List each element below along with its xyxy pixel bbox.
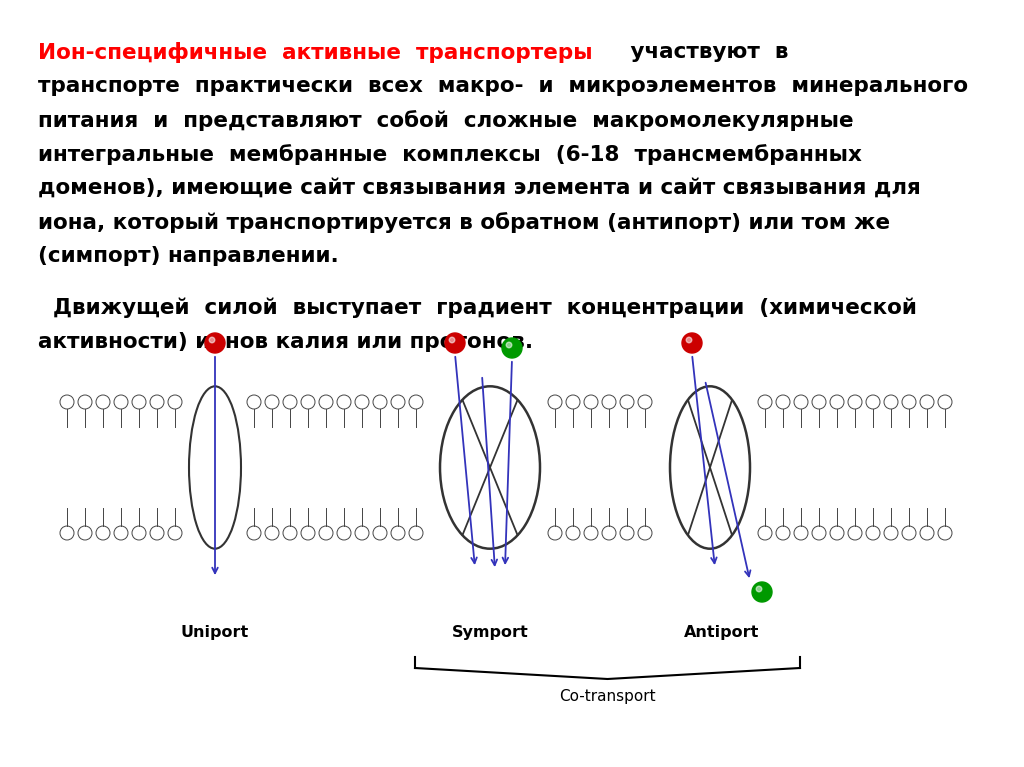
Circle shape [920, 395, 934, 409]
Circle shape [409, 395, 423, 409]
Circle shape [566, 395, 580, 409]
Circle shape [355, 395, 369, 409]
Circle shape [682, 333, 702, 353]
Circle shape [756, 586, 762, 592]
Circle shape [391, 526, 406, 540]
Circle shape [620, 395, 634, 409]
Circle shape [319, 526, 333, 540]
Circle shape [319, 395, 333, 409]
Text: Antiport: Antiport [684, 625, 760, 640]
Circle shape [776, 395, 790, 409]
Circle shape [301, 395, 315, 409]
Circle shape [265, 526, 279, 540]
Text: доменов), имеющие сайт связывания элемента и сайт связывания для: доменов), имеющие сайт связывания элемен… [38, 178, 921, 198]
Circle shape [247, 395, 261, 409]
Circle shape [373, 395, 387, 409]
Circle shape [638, 526, 652, 540]
Circle shape [60, 526, 74, 540]
Text: (симпорт) направлении.: (симпорт) направлении. [38, 246, 339, 266]
Text: питания  и  представляют  собой  сложные  макромолекулярные: питания и представляют собой сложные мак… [38, 110, 854, 131]
Text: иона, который транспортируется в обратном (антипорт) или том же: иона, который транспортируется в обратно… [38, 212, 890, 233]
Circle shape [283, 526, 297, 540]
Circle shape [830, 395, 844, 409]
Text: Движущей  силой  выступает  градиент  концентрации  (химической: Движущей силой выступает градиент концен… [38, 298, 916, 318]
Circle shape [391, 395, 406, 409]
Ellipse shape [440, 387, 540, 548]
Text: Symport: Symport [452, 625, 528, 640]
Circle shape [265, 395, 279, 409]
Circle shape [96, 395, 110, 409]
Circle shape [884, 395, 898, 409]
Text: Uniport: Uniport [181, 625, 249, 640]
Circle shape [445, 333, 465, 353]
Circle shape [884, 526, 898, 540]
Circle shape [78, 395, 92, 409]
Circle shape [638, 395, 652, 409]
Circle shape [794, 526, 808, 540]
Circle shape [602, 526, 616, 540]
Circle shape [506, 342, 512, 347]
Circle shape [584, 526, 598, 540]
Circle shape [373, 526, 387, 540]
Circle shape [794, 395, 808, 409]
Circle shape [548, 526, 562, 540]
Text: интегральные  мембранные  комплексы  (6-18  трансмембранных: интегральные мембранные комплексы (6-18 … [38, 144, 862, 165]
Text: участвуют  в: участвуют в [623, 42, 788, 62]
Circle shape [337, 526, 351, 540]
Circle shape [776, 526, 790, 540]
Circle shape [205, 333, 225, 353]
Circle shape [150, 526, 164, 540]
Circle shape [584, 395, 598, 409]
Circle shape [686, 337, 692, 343]
Circle shape [830, 526, 844, 540]
Circle shape [247, 526, 261, 540]
Text: Ион-специфичные  активные  транспортеры: Ион-специфичные активные транспортеры [38, 42, 593, 63]
Circle shape [758, 526, 772, 540]
Circle shape [168, 395, 182, 409]
Circle shape [866, 395, 880, 409]
Circle shape [920, 526, 934, 540]
Circle shape [502, 338, 522, 358]
Circle shape [566, 526, 580, 540]
Circle shape [548, 395, 562, 409]
Circle shape [409, 526, 423, 540]
Ellipse shape [670, 387, 750, 548]
Circle shape [60, 395, 74, 409]
Text: активности) ионов калия или протонов.: активности) ионов калия или протонов. [38, 332, 534, 352]
Circle shape [114, 395, 128, 409]
Circle shape [96, 526, 110, 540]
Circle shape [337, 395, 351, 409]
Circle shape [168, 526, 182, 540]
Circle shape [78, 526, 92, 540]
Circle shape [283, 395, 297, 409]
Circle shape [902, 395, 916, 409]
Circle shape [938, 395, 952, 409]
Circle shape [758, 395, 772, 409]
Circle shape [150, 395, 164, 409]
Text: транспорте  практически  всех  макро-  и  микроэлементов  минерального: транспорте практически всех макро- и мик… [38, 76, 968, 96]
Circle shape [812, 395, 826, 409]
Ellipse shape [189, 387, 241, 548]
Circle shape [866, 526, 880, 540]
Circle shape [450, 337, 455, 343]
Circle shape [355, 526, 369, 540]
Circle shape [602, 395, 616, 409]
Circle shape [812, 526, 826, 540]
Circle shape [620, 526, 634, 540]
Circle shape [132, 526, 146, 540]
Circle shape [902, 526, 916, 540]
Circle shape [132, 395, 146, 409]
Circle shape [848, 395, 862, 409]
Circle shape [114, 526, 128, 540]
Circle shape [848, 526, 862, 540]
Circle shape [301, 526, 315, 540]
Text: Co-transport: Co-transport [559, 689, 655, 704]
Circle shape [752, 582, 772, 602]
Circle shape [209, 337, 215, 343]
Circle shape [938, 526, 952, 540]
